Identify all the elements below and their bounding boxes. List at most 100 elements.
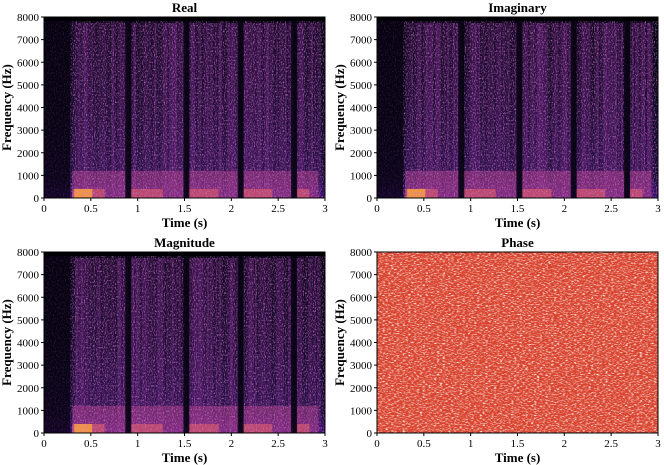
x-tick-label: 2.5: [604, 203, 618, 215]
y-tick-label: 4000: [350, 338, 373, 350]
silence-stripe: [624, 17, 631, 198]
y-tick-label: 4000: [17, 338, 40, 350]
y-tick-label: 2000: [350, 383, 373, 395]
leading-silence: [44, 17, 71, 198]
x-axis-label: Time (s): [495, 215, 541, 230]
y-axis-label: Frequency (Hz): [0, 64, 14, 151]
y-tick-label: 3000: [17, 125, 40, 137]
x-tick-label: 0.5: [417, 438, 431, 450]
panel-title: Real: [172, 0, 198, 15]
silence-stripe: [458, 17, 465, 198]
silence-stripe: [570, 17, 577, 198]
y-tick-label: 7000: [350, 270, 373, 282]
y-tick-label: 6000: [350, 57, 373, 69]
y-axis-label: Frequency (Hz): [0, 299, 14, 386]
x-tick-label: 2: [229, 438, 235, 450]
y-tick-label: 0: [34, 428, 40, 440]
plot-area: [44, 17, 325, 198]
x-tick-label: 2: [562, 438, 568, 450]
panel-title: Imaginary: [488, 0, 547, 15]
x-tick-label: 2.5: [271, 438, 285, 450]
panel-title: Phase: [501, 235, 534, 250]
plot-area: [377, 17, 658, 198]
panel-magnitude: 0 0.5 1 1.5 2 2.5 3 0 1000 2000 3000 4000 5000 6000 70…: [0, 235, 328, 465]
panel-real: 0 0.5 1 1.5 2 2.5 3 0 1000 2000 3000 4000 5000 6000 70…: [0, 0, 328, 230]
y-tick-label: 6000: [350, 292, 373, 304]
y-tick-label: 7000: [17, 35, 40, 47]
x-tick-label: 1.5: [178, 203, 192, 215]
x-tick-label: 2: [229, 203, 235, 215]
y-axis-label: Frequency (Hz): [332, 299, 347, 386]
y-tick-label: 0: [367, 428, 373, 440]
x-tick-label: 0: [374, 438, 380, 450]
silence-stripe: [237, 252, 244, 433]
x-tick-label: 1: [135, 438, 141, 450]
silence-stripe: [183, 17, 190, 198]
x-tick-label: 3: [322, 438, 328, 450]
x-tick-label: 3: [655, 438, 661, 450]
phase-noise: [377, 252, 658, 433]
y-axis-label: Frequency (Hz): [332, 64, 347, 151]
x-tick-label: 1.5: [178, 438, 192, 450]
y-tick-label: 4000: [350, 103, 373, 115]
y-tick-label: 7000: [350, 35, 373, 47]
x-axis-label: Time (s): [162, 215, 208, 230]
y-tick-label: 2000: [17, 148, 40, 160]
x-tick-label: 0.5: [84, 438, 98, 450]
silence-stripe: [125, 252, 132, 433]
y-tick-label: 3000: [350, 125, 373, 137]
x-tick-label: 2.5: [271, 203, 285, 215]
y-tick-label: 8000: [17, 247, 40, 259]
y-tick-label: 5000: [350, 80, 373, 92]
x-tick-label: 1.5: [511, 203, 525, 215]
x-tick-label: 1.5: [511, 438, 525, 450]
y-tick-label: 3000: [17, 360, 40, 372]
leading-silence: [377, 17, 404, 198]
y-tick-label: 2000: [350, 148, 373, 160]
y-tick-label: 0: [34, 193, 40, 205]
y-tick-label: 1000: [17, 170, 40, 182]
y-tick-label: 7000: [17, 270, 40, 282]
top-edge-band: [44, 17, 325, 21]
top-edge-band: [44, 252, 325, 256]
leading-silence: [44, 252, 71, 433]
panel-title: Magnitude: [154, 235, 215, 250]
y-tick-label: 2000: [17, 383, 40, 395]
x-tick-label: 3: [655, 203, 661, 215]
y-tick-label: 6000: [17, 292, 40, 304]
y-tick-label: 1000: [17, 405, 40, 417]
plot-area: [377, 252, 658, 433]
y-tick-label: 3000: [350, 360, 373, 372]
silence-stripe: [516, 17, 523, 198]
x-tick-label: 0: [41, 203, 47, 215]
silence-stripe: [291, 17, 298, 198]
silence-stripe: [291, 252, 298, 433]
y-tick-label: 5000: [350, 315, 373, 327]
y-tick-label: 0: [367, 193, 373, 205]
panel-imaginary: 0 0.5 1 1.5 2 2.5 3 0 1000 2000 3000 4000 5000 6000 70…: [332, 0, 661, 230]
x-tick-label: 0.5: [84, 203, 98, 215]
x-tick-label: 1: [468, 203, 474, 215]
y-tick-label: 1000: [350, 405, 373, 417]
panel-phase: 0 0.5 1 1.5 2 2.5 3 0 1000 2000 3000 4000 5000 6000 70…: [332, 235, 661, 465]
x-axis-label: Time (s): [162, 450, 208, 465]
x-tick-label: 1: [135, 203, 141, 215]
plot-area: [44, 252, 325, 433]
y-tick-label: 6000: [17, 57, 40, 69]
y-tick-label: 8000: [17, 12, 40, 24]
y-tick-label: 5000: [17, 315, 40, 327]
silence-stripe: [183, 252, 190, 433]
x-tick-label: 0.5: [417, 203, 431, 215]
x-tick-label: 3: [322, 203, 328, 215]
y-tick-label: 8000: [350, 247, 373, 259]
x-axis-label: Time (s): [495, 450, 541, 465]
silence-stripe: [237, 17, 244, 198]
x-tick-label: 0: [374, 203, 380, 215]
y-tick-label: 8000: [350, 12, 373, 24]
top-edge-band: [377, 17, 658, 21]
silence-stripe: [125, 17, 132, 198]
x-tick-label: 2: [562, 203, 568, 215]
y-tick-label: 4000: [17, 103, 40, 115]
